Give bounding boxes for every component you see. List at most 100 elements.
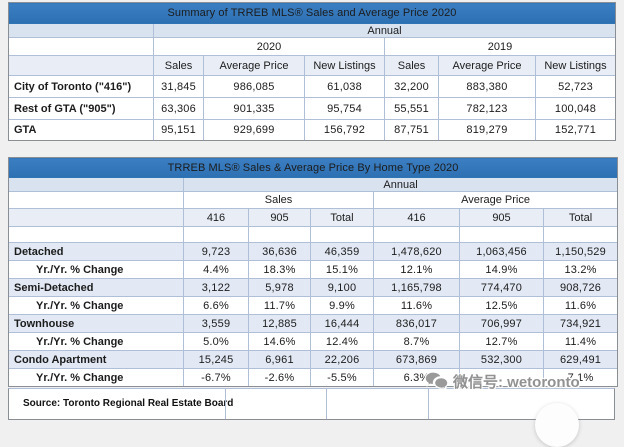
cell: 7.1% xyxy=(542,368,619,387)
row-label: GTA xyxy=(8,119,154,141)
col-header: New Listings xyxy=(535,55,616,76)
table-row: Yr./Yr. % Change 6.6% 11.7% 9.9% 11.6% 1… xyxy=(8,296,619,315)
cell: 3,559 xyxy=(183,314,249,333)
cell: 100,048 xyxy=(535,97,616,120)
empty-cell xyxy=(326,389,428,419)
cell: 782,123 xyxy=(438,97,536,120)
cell: 61,038 xyxy=(304,75,385,98)
cell: 95,754 xyxy=(304,97,385,120)
cell: 52,723 xyxy=(535,75,616,98)
cell: 32,200 xyxy=(384,75,439,98)
empty-cell xyxy=(8,55,154,76)
empty-cell xyxy=(225,389,326,419)
group-header-average-price: Average Price xyxy=(372,191,619,209)
hometype-title-row: TRREB MLS® Sales & Average Price By Home… xyxy=(7,157,619,178)
cell: 734,921 xyxy=(542,314,619,333)
cell: 16,444 xyxy=(310,314,374,333)
cell: 18.3% xyxy=(248,260,311,279)
cell: 55,551 xyxy=(384,97,439,120)
cell: 152,771 xyxy=(535,119,616,141)
cell: 11.4% xyxy=(542,332,619,351)
cell: 819,279 xyxy=(438,119,536,141)
row-label: Detached xyxy=(8,242,184,261)
cell: 22,206 xyxy=(310,350,374,369)
hometype-annual-row: Annual xyxy=(8,177,619,192)
cell: 46,359 xyxy=(310,242,374,261)
summary-table: Summary of TRREB MLS® Sales and Average … xyxy=(8,2,616,141)
empty-cell xyxy=(310,226,374,243)
col-header: Average Price xyxy=(438,55,536,76)
cell: 87,751 xyxy=(384,119,439,141)
cell: -2.6% xyxy=(248,368,311,387)
col-header: Average Price xyxy=(203,55,305,76)
empty-cell xyxy=(8,191,184,209)
empty-cell xyxy=(183,226,249,243)
table-row: Rest of GTA ("905") 63,306 901,335 95,75… xyxy=(8,97,616,120)
table-row: Yr./Yr. % Change 4.4% 18.3% 15.1% 12.1% … xyxy=(8,260,619,279)
cell: 15.1% xyxy=(310,260,374,279)
cell: 908,726 xyxy=(542,278,619,297)
cell: 1,478,620 xyxy=(373,242,460,261)
col-header: 905 xyxy=(459,208,544,227)
cell: 95,151 xyxy=(153,119,204,141)
cell: 1,150,529 xyxy=(542,242,619,261)
screenshot-root: { "colors": { "title_bar_blue": "#2e75b6… xyxy=(7,2,619,447)
empty-cell xyxy=(373,226,460,243)
cell: 12,885 xyxy=(248,314,311,333)
cell: -6.7% xyxy=(183,368,249,387)
cell: 3,122 xyxy=(183,278,249,297)
empty-cell xyxy=(8,23,154,38)
cell: 629,491 xyxy=(542,350,619,369)
cell: -5.5% xyxy=(310,368,374,387)
empty-cell xyxy=(8,37,154,56)
row-label: Yr./Yr. % Change xyxy=(8,368,184,387)
empty-cell xyxy=(8,177,184,192)
table-row: Yr./Yr. % Change -6.7% -2.6% -5.5% 6.3% … xyxy=(8,368,619,387)
table-row: Yr./Yr. % Change 5.0% 14.6% 12.4% 8.7% 1… xyxy=(8,332,619,351)
empty-cell xyxy=(428,389,614,419)
summary-table-title: Summary of TRREB MLS® Sales and Average … xyxy=(8,2,616,24)
annual-label: Annual xyxy=(182,177,619,192)
cell: 532,300 xyxy=(459,350,544,369)
summary-annual-row: Annual xyxy=(8,23,616,38)
cell: 1,165,798 xyxy=(373,278,460,297)
group-header-sales: Sales xyxy=(183,191,374,209)
col-header: 416 xyxy=(373,208,460,227)
col-header: Sales xyxy=(153,55,204,76)
cell: 929,699 xyxy=(203,119,305,141)
year-group-2020: 2020 xyxy=(153,37,385,56)
row-label: Townhouse xyxy=(8,314,184,333)
cell: 6.6% xyxy=(183,296,249,315)
hometype-group-row: Sales Average Price xyxy=(8,191,619,209)
row-label: Semi-Detached xyxy=(8,278,184,297)
col-header: 905 xyxy=(248,208,311,227)
table-row: Townhouse 3,559 12,885 16,444 836,017 70… xyxy=(8,314,619,333)
row-label: Yr./Yr. % Change xyxy=(8,332,184,351)
hometype-colheader-row: 416 905 Total 416 905 Total xyxy=(8,208,619,227)
cell: 6,961 xyxy=(248,350,311,369)
cell: 13.2% xyxy=(542,260,619,279)
cell: 986,085 xyxy=(203,75,305,98)
row-label: Condo Apartment xyxy=(8,350,184,369)
cell: 12.7% xyxy=(459,332,544,351)
hometype-table: TRREB MLS® Sales & Average Price By Home… xyxy=(7,157,619,387)
source-row: Source: Toronto Regional Real Estate Boa… xyxy=(8,388,615,420)
source-text: Source: Toronto Regional Real Estate Boa… xyxy=(23,398,234,409)
table-row: Detached 9,723 36,636 46,359 1,478,620 1… xyxy=(8,242,619,261)
cell: 8.7% xyxy=(373,332,460,351)
cell: 36,636 xyxy=(248,242,311,261)
cell: 11.6% xyxy=(373,296,460,315)
cell: 673,869 xyxy=(373,350,460,369)
cell: 156,792 xyxy=(304,119,385,141)
cell: 9,100 xyxy=(310,278,374,297)
annual-label: Annual xyxy=(153,23,616,38)
cell: 774,470 xyxy=(459,278,544,297)
cell: 12.4% xyxy=(310,332,374,351)
cell: 11.7% xyxy=(248,296,311,315)
col-header: 416 xyxy=(183,208,249,227)
table-row: Condo Apartment 15,245 6,961 22,206 673,… xyxy=(8,350,619,369)
cell: 11.6% xyxy=(542,296,619,315)
col-header: Total xyxy=(542,208,619,227)
cell: 901,335 xyxy=(203,97,305,120)
cell: 1,063,456 xyxy=(459,242,544,261)
